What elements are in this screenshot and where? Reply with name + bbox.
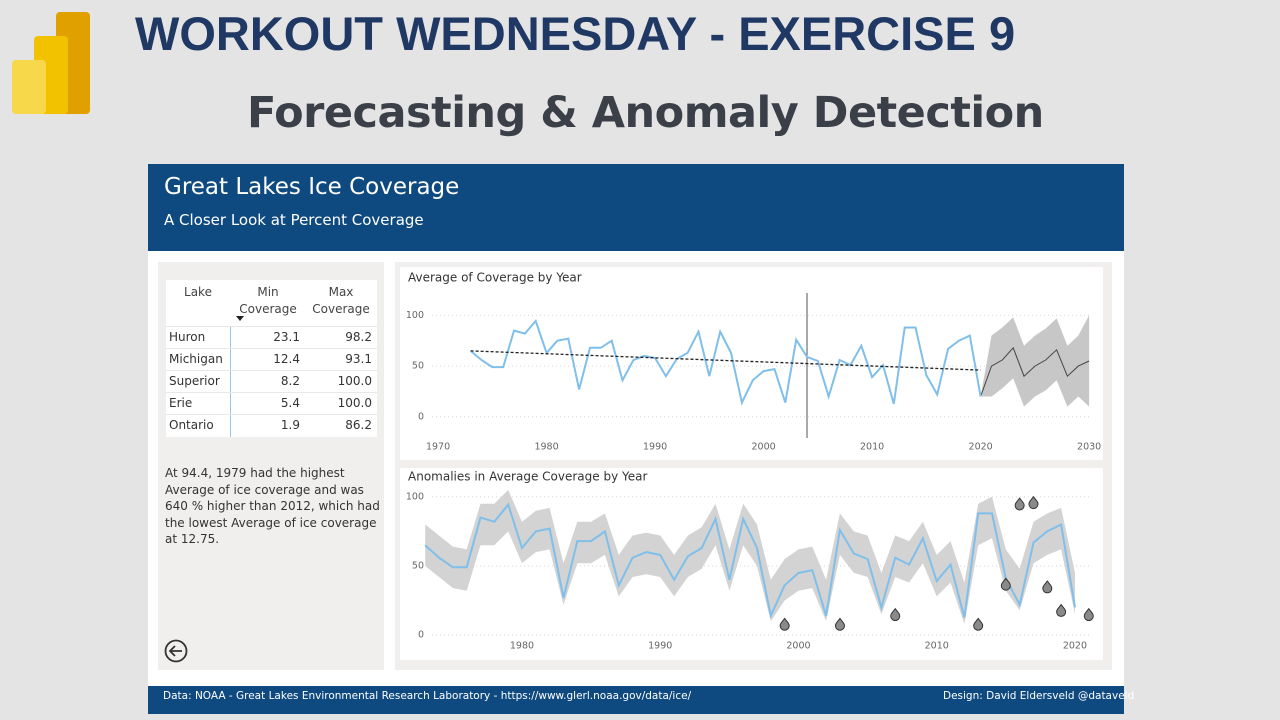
report-title: Great Lakes Ice Coverage bbox=[164, 174, 460, 200]
anomaly-marker bbox=[1042, 580, 1053, 594]
x-tick-label: 2020 bbox=[1063, 641, 1087, 652]
x-tick-label: 1990 bbox=[648, 641, 672, 652]
footer-source: Data: NOAA - Great Lakes Environmental R… bbox=[163, 690, 692, 702]
anomaly-marker bbox=[973, 617, 984, 631]
y-tick-label: 50 bbox=[412, 560, 424, 571]
column-header: Lake bbox=[184, 285, 212, 299]
insight-text: At 94.4, 1979 had the highest Average of… bbox=[165, 466, 380, 546]
trend-line bbox=[470, 350, 981, 371]
row-divider bbox=[166, 348, 377, 349]
back-arrow bbox=[168, 645, 182, 657]
footer bbox=[148, 686, 1124, 714]
cell: 12.4 bbox=[273, 352, 300, 366]
banner bbox=[148, 164, 1124, 251]
anomaly-marker bbox=[1028, 495, 1039, 510]
expected-range bbox=[425, 489, 1075, 624]
sort-indicator bbox=[236, 316, 244, 321]
data-line bbox=[424, 502, 1076, 619]
column-header: Max Coverage bbox=[312, 285, 370, 316]
chart-card bbox=[400, 267, 1103, 460]
anomaly-marker bbox=[1014, 497, 1025, 511]
anomaly-marker bbox=[834, 617, 845, 631]
cell: 23.1 bbox=[273, 330, 300, 344]
column-divider bbox=[230, 326, 231, 437]
chart-title: Anomalies in Average Coverage by Year bbox=[408, 470, 647, 484]
x-tick-label: 1990 bbox=[643, 442, 667, 453]
x-tick-label: 1980 bbox=[534, 442, 558, 453]
row-divider bbox=[166, 392, 377, 393]
cell: 5.4 bbox=[280, 396, 300, 410]
x-tick-label: 1970 bbox=[426, 442, 450, 453]
row-label: Michigan bbox=[169, 352, 223, 366]
table: Lake Min Coverage Max Coverage Huron 23.1 98.… bbox=[166, 280, 377, 437]
row-label: Ontario bbox=[169, 418, 214, 432]
x-tick-label: 2030 bbox=[1077, 442, 1101, 453]
forecast-line bbox=[980, 346, 1090, 397]
logo bbox=[12, 12, 90, 114]
x-tick-label: 2020 bbox=[969, 442, 993, 453]
cell: 100.0 bbox=[337, 374, 372, 388]
anomaly-marker bbox=[1056, 603, 1067, 617]
logo-bar bbox=[12, 60, 46, 114]
anomaly-marker bbox=[890, 607, 901, 622]
anomaly-marker bbox=[779, 617, 790, 631]
anomaly-marker bbox=[1083, 607, 1094, 622]
column-header: Min Coverage bbox=[239, 285, 297, 316]
x-tick-label: 2010 bbox=[925, 641, 949, 652]
main-title: WORKOUT WEDNESDAY - EXERCISE 9 bbox=[135, 7, 1016, 60]
x-tick-label: 2000 bbox=[786, 641, 810, 652]
report-subtitle: A Closer Look at Percent Coverage bbox=[164, 211, 424, 229]
row-label: Huron bbox=[169, 330, 206, 344]
back-button[interactable] bbox=[162, 638, 190, 666]
y-tick-label: 100 bbox=[406, 491, 424, 502]
row-divider bbox=[166, 370, 377, 371]
y-tick-label: 100 bbox=[406, 310, 424, 321]
footer-credit: Design: David Eldersveld @dataveld bbox=[943, 690, 1135, 702]
cell: 86.2 bbox=[345, 418, 372, 432]
row-label: Erie bbox=[169, 396, 193, 410]
data-line bbox=[469, 319, 982, 406]
cell: 93.1 bbox=[345, 352, 372, 366]
y-tick-label: 0 bbox=[418, 411, 424, 422]
cell: 8.2 bbox=[280, 374, 300, 388]
sub-title: Forecasting & Anomaly Detection bbox=[247, 88, 1044, 138]
chart-title: Average of Coverage by Year bbox=[408, 271, 582, 285]
row-divider bbox=[166, 326, 377, 327]
row-label: Superior bbox=[169, 374, 220, 388]
cell: 98.2 bbox=[345, 330, 372, 344]
x-tick-label: 2010 bbox=[860, 442, 884, 453]
x-tick-label: 1980 bbox=[510, 641, 534, 652]
cell: 1.9 bbox=[280, 418, 300, 432]
row-divider bbox=[166, 414, 377, 415]
back-circle bbox=[164, 639, 188, 663]
y-tick-label: 0 bbox=[418, 630, 424, 641]
forecast-range bbox=[980, 315, 1090, 407]
x-tick-label: 2000 bbox=[752, 442, 776, 453]
anomaly-marker bbox=[1000, 577, 1011, 591]
cell: 100.0 bbox=[337, 396, 372, 410]
y-tick-label: 50 bbox=[412, 361, 424, 372]
